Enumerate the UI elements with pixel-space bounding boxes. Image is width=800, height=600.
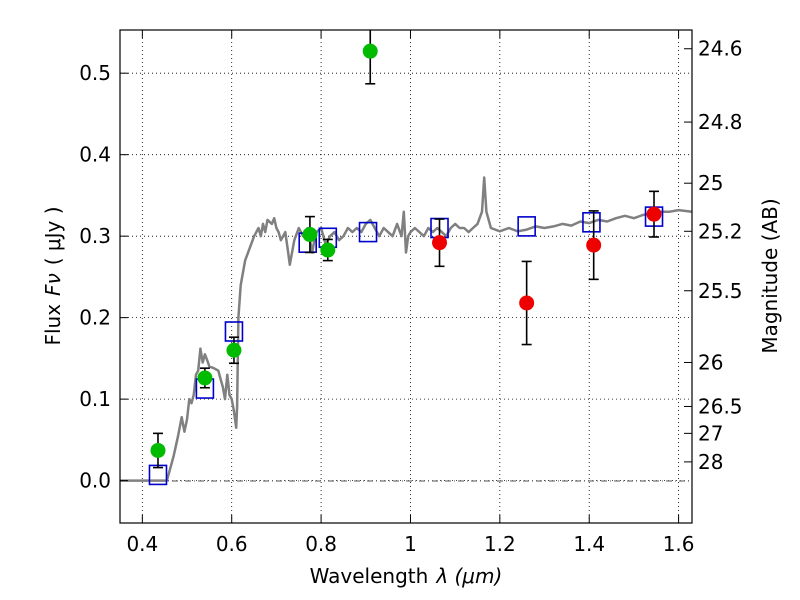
x-tick-label: 1.6 (663, 532, 695, 556)
x-tick-label: 0.8 (305, 532, 337, 556)
x-tick-label: 0.6 (216, 532, 248, 556)
y-axis-title: Flux Fν ( μJy ) (41, 206, 65, 345)
right-tick-label: 27 (698, 421, 723, 445)
right-tick-label: 25.5 (698, 279, 743, 303)
x-axis-label: Wavelength (310, 564, 429, 588)
right-tick-label: 24.6 (698, 37, 743, 61)
sed-curve (120, 176, 692, 482)
model-square-marker (358, 221, 378, 243)
right-tick-label: 28 (698, 450, 723, 474)
y-axis-symbol: Fν (41, 273, 65, 296)
axis-ticks: 0.4 0.6 0.8 1 1.2 1.4 1.6 0.0 0.1 0.2 0.3 0.4 0.5 24.… (79, 30, 743, 556)
x-tick-label: 1.4 (573, 532, 605, 556)
red-data-point (432, 235, 448, 251)
grid-lines (120, 30, 692, 523)
plot-frame (119, 29, 693, 524)
x-tick-label: 1.2 (484, 532, 516, 556)
red-data-point (519, 295, 535, 311)
right-tick-label: 26.5 (698, 394, 743, 418)
y-tick-label: 0.5 (79, 61, 111, 85)
y-tick-label: 0.2 (79, 306, 111, 330)
right-axis-title: Magnitude (AB) (758, 198, 782, 353)
green-data-point (362, 43, 378, 59)
y-axis-label: Flux (41, 304, 65, 346)
model-square-marker (517, 216, 536, 237)
y-axis-unit: ( μJy ) (41, 206, 65, 265)
right-tick-label: 26 (698, 350, 723, 374)
green-data-point (150, 442, 166, 458)
right-tick-label: 25.2 (698, 219, 743, 243)
y-tick-label: 0.3 (79, 224, 111, 248)
red-data-point (646, 206, 662, 222)
y-tick-label: 0.0 (79, 469, 111, 493)
x-tick-label: 1 (404, 532, 417, 556)
x-axis-title: Wavelength λ (μm) (310, 564, 503, 588)
x-tick-label: 0.4 (126, 532, 158, 556)
plot-area (120, 30, 692, 486)
green-data-point (302, 227, 318, 243)
green-data-point (320, 242, 336, 258)
green-data-point (197, 370, 213, 386)
x-axis-symbol: λ (μm) (435, 564, 502, 588)
green-data-point (226, 342, 242, 358)
y-tick-label: 0.1 (79, 387, 111, 411)
y-tick-label: 0.4 (79, 143, 111, 167)
right-tick-label: 25 (698, 171, 723, 195)
red-data-point (586, 237, 602, 253)
model-square-marker (582, 212, 601, 233)
right-tick-label: 24.8 (698, 110, 743, 134)
